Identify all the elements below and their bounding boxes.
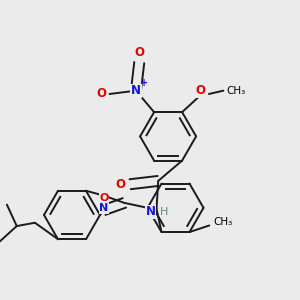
Text: +: + bbox=[140, 78, 148, 88]
Text: N: N bbox=[99, 203, 108, 213]
Text: H: H bbox=[160, 207, 169, 217]
Text: O: O bbox=[134, 46, 144, 59]
Text: O: O bbox=[97, 88, 106, 100]
Text: N: N bbox=[146, 206, 156, 218]
Text: O: O bbox=[115, 178, 125, 191]
Text: N: N bbox=[131, 84, 141, 97]
Text: O: O bbox=[195, 85, 205, 98]
Text: O: O bbox=[99, 193, 109, 202]
Text: CH₃: CH₃ bbox=[227, 86, 246, 96]
Text: CH₃: CH₃ bbox=[214, 218, 233, 227]
